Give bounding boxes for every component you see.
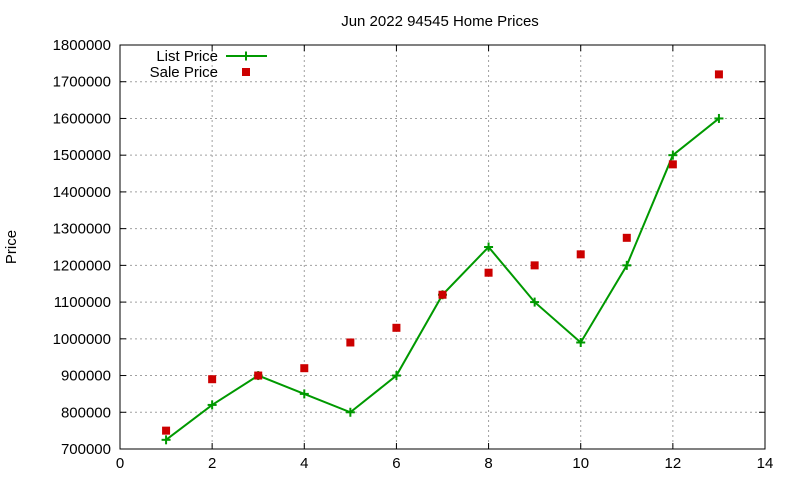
grid-layer <box>120 45 765 449</box>
sale-price-point <box>576 250 585 259</box>
list-price-point <box>622 260 632 270</box>
legend-label-list-price: List Price <box>156 48 218 65</box>
list-price-point <box>299 389 309 399</box>
sale-price-point <box>622 233 631 242</box>
axis-layer: 0 2 4 6 8 10 12 14 700000 800000 900000 1000000 1100… <box>53 37 774 472</box>
x-tick-label: 6 <box>392 455 400 472</box>
sale-price-point <box>392 323 401 332</box>
y-tick-label: 1400000 <box>53 184 111 201</box>
plot-frame <box>119 44 766 450</box>
x-tick-label: 4 <box>300 455 308 472</box>
sale-price-point <box>300 364 309 373</box>
y-tick-label: 1200000 <box>53 257 111 274</box>
y-tick-label: 900000 <box>61 368 111 385</box>
x-tick-label: 8 <box>484 455 492 472</box>
legend-label-sale-price: Sale Price <box>150 64 218 81</box>
sale-price-point <box>484 268 493 277</box>
list-price-point <box>207 400 217 410</box>
sale-price-point <box>714 70 723 79</box>
sale-price-point <box>438 290 447 299</box>
y-tick-label: 800000 <box>61 404 111 421</box>
y-tick-label: 1700000 <box>53 74 111 91</box>
x-tick-label: 14 <box>757 455 774 472</box>
list-price-point <box>714 113 724 123</box>
x-tick-label: 0 <box>116 455 124 472</box>
list-price-point <box>484 242 494 252</box>
series-layer <box>161 70 724 445</box>
sale-price-point <box>208 375 217 384</box>
list-price-point <box>345 407 355 417</box>
x-tick-label: 12 <box>665 455 682 472</box>
y-tick-label: 700000 <box>61 441 111 458</box>
x-tick-label: 10 <box>572 455 589 472</box>
sale-price-point <box>254 371 263 380</box>
sale-price-point <box>530 261 539 270</box>
sale-price-point <box>668 160 677 169</box>
list-price-line <box>165 117 720 441</box>
list-price-point <box>668 150 678 160</box>
x-tick-label: 2 <box>208 455 216 472</box>
list-price-point <box>161 435 171 445</box>
list-price-point <box>391 371 401 381</box>
list-price-point <box>530 297 540 307</box>
y-tick-label: 1800000 <box>53 37 111 54</box>
sale-price-point <box>162 426 171 435</box>
y-tick-label: 1500000 <box>53 147 111 164</box>
chart-title: Jun 2022 94545 Home Prices <box>341 13 539 30</box>
y-tick-label: 1100000 <box>54 294 111 311</box>
y-tick-label: 1000000 <box>53 331 111 348</box>
y-tick-label: 1300000 <box>53 221 111 238</box>
legend-marker-sale-price <box>242 68 250 76</box>
y-axis-label: Price <box>3 230 20 264</box>
y-tick-label: 1600000 <box>53 110 111 127</box>
list-price-point <box>576 337 586 347</box>
legend-marker-list-price <box>241 51 251 61</box>
sale-price-point <box>346 338 355 347</box>
